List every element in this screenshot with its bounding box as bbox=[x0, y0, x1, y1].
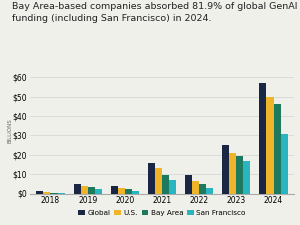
Bar bbox=[36, 191, 43, 194]
Bar bbox=[185, 175, 192, 194]
Bar bbox=[118, 188, 125, 194]
Bar bbox=[260, 83, 266, 194]
Bar bbox=[192, 181, 199, 194]
Bar bbox=[243, 161, 250, 194]
Bar bbox=[266, 97, 274, 194]
Bar bbox=[155, 168, 162, 194]
Bar bbox=[111, 186, 118, 194]
Bar bbox=[206, 188, 213, 194]
Bar bbox=[229, 153, 236, 194]
Bar bbox=[81, 186, 88, 194]
Y-axis label: BILLIONS: BILLIONS bbox=[7, 118, 12, 143]
Bar bbox=[132, 191, 139, 194]
Bar bbox=[169, 180, 176, 194]
Bar bbox=[95, 189, 102, 194]
Bar bbox=[222, 145, 229, 194]
Bar bbox=[148, 163, 155, 194]
Text: Bay Area-based companies absorbed 81.9% of global GenAI VC
funding (including Sa: Bay Area-based companies absorbed 81.9% … bbox=[12, 2, 300, 23]
Bar bbox=[162, 175, 169, 194]
Bar bbox=[58, 193, 64, 194]
Bar bbox=[88, 187, 95, 194]
Bar bbox=[199, 184, 206, 194]
Legend: Global, U.S., Bay Area, San Francisco: Global, U.S., Bay Area, San Francisco bbox=[76, 207, 248, 219]
Bar bbox=[274, 104, 280, 194]
Bar bbox=[50, 193, 58, 194]
Bar bbox=[74, 184, 81, 194]
Bar bbox=[125, 189, 132, 194]
Bar bbox=[280, 134, 288, 194]
Bar bbox=[236, 156, 243, 194]
Bar bbox=[44, 192, 50, 193]
